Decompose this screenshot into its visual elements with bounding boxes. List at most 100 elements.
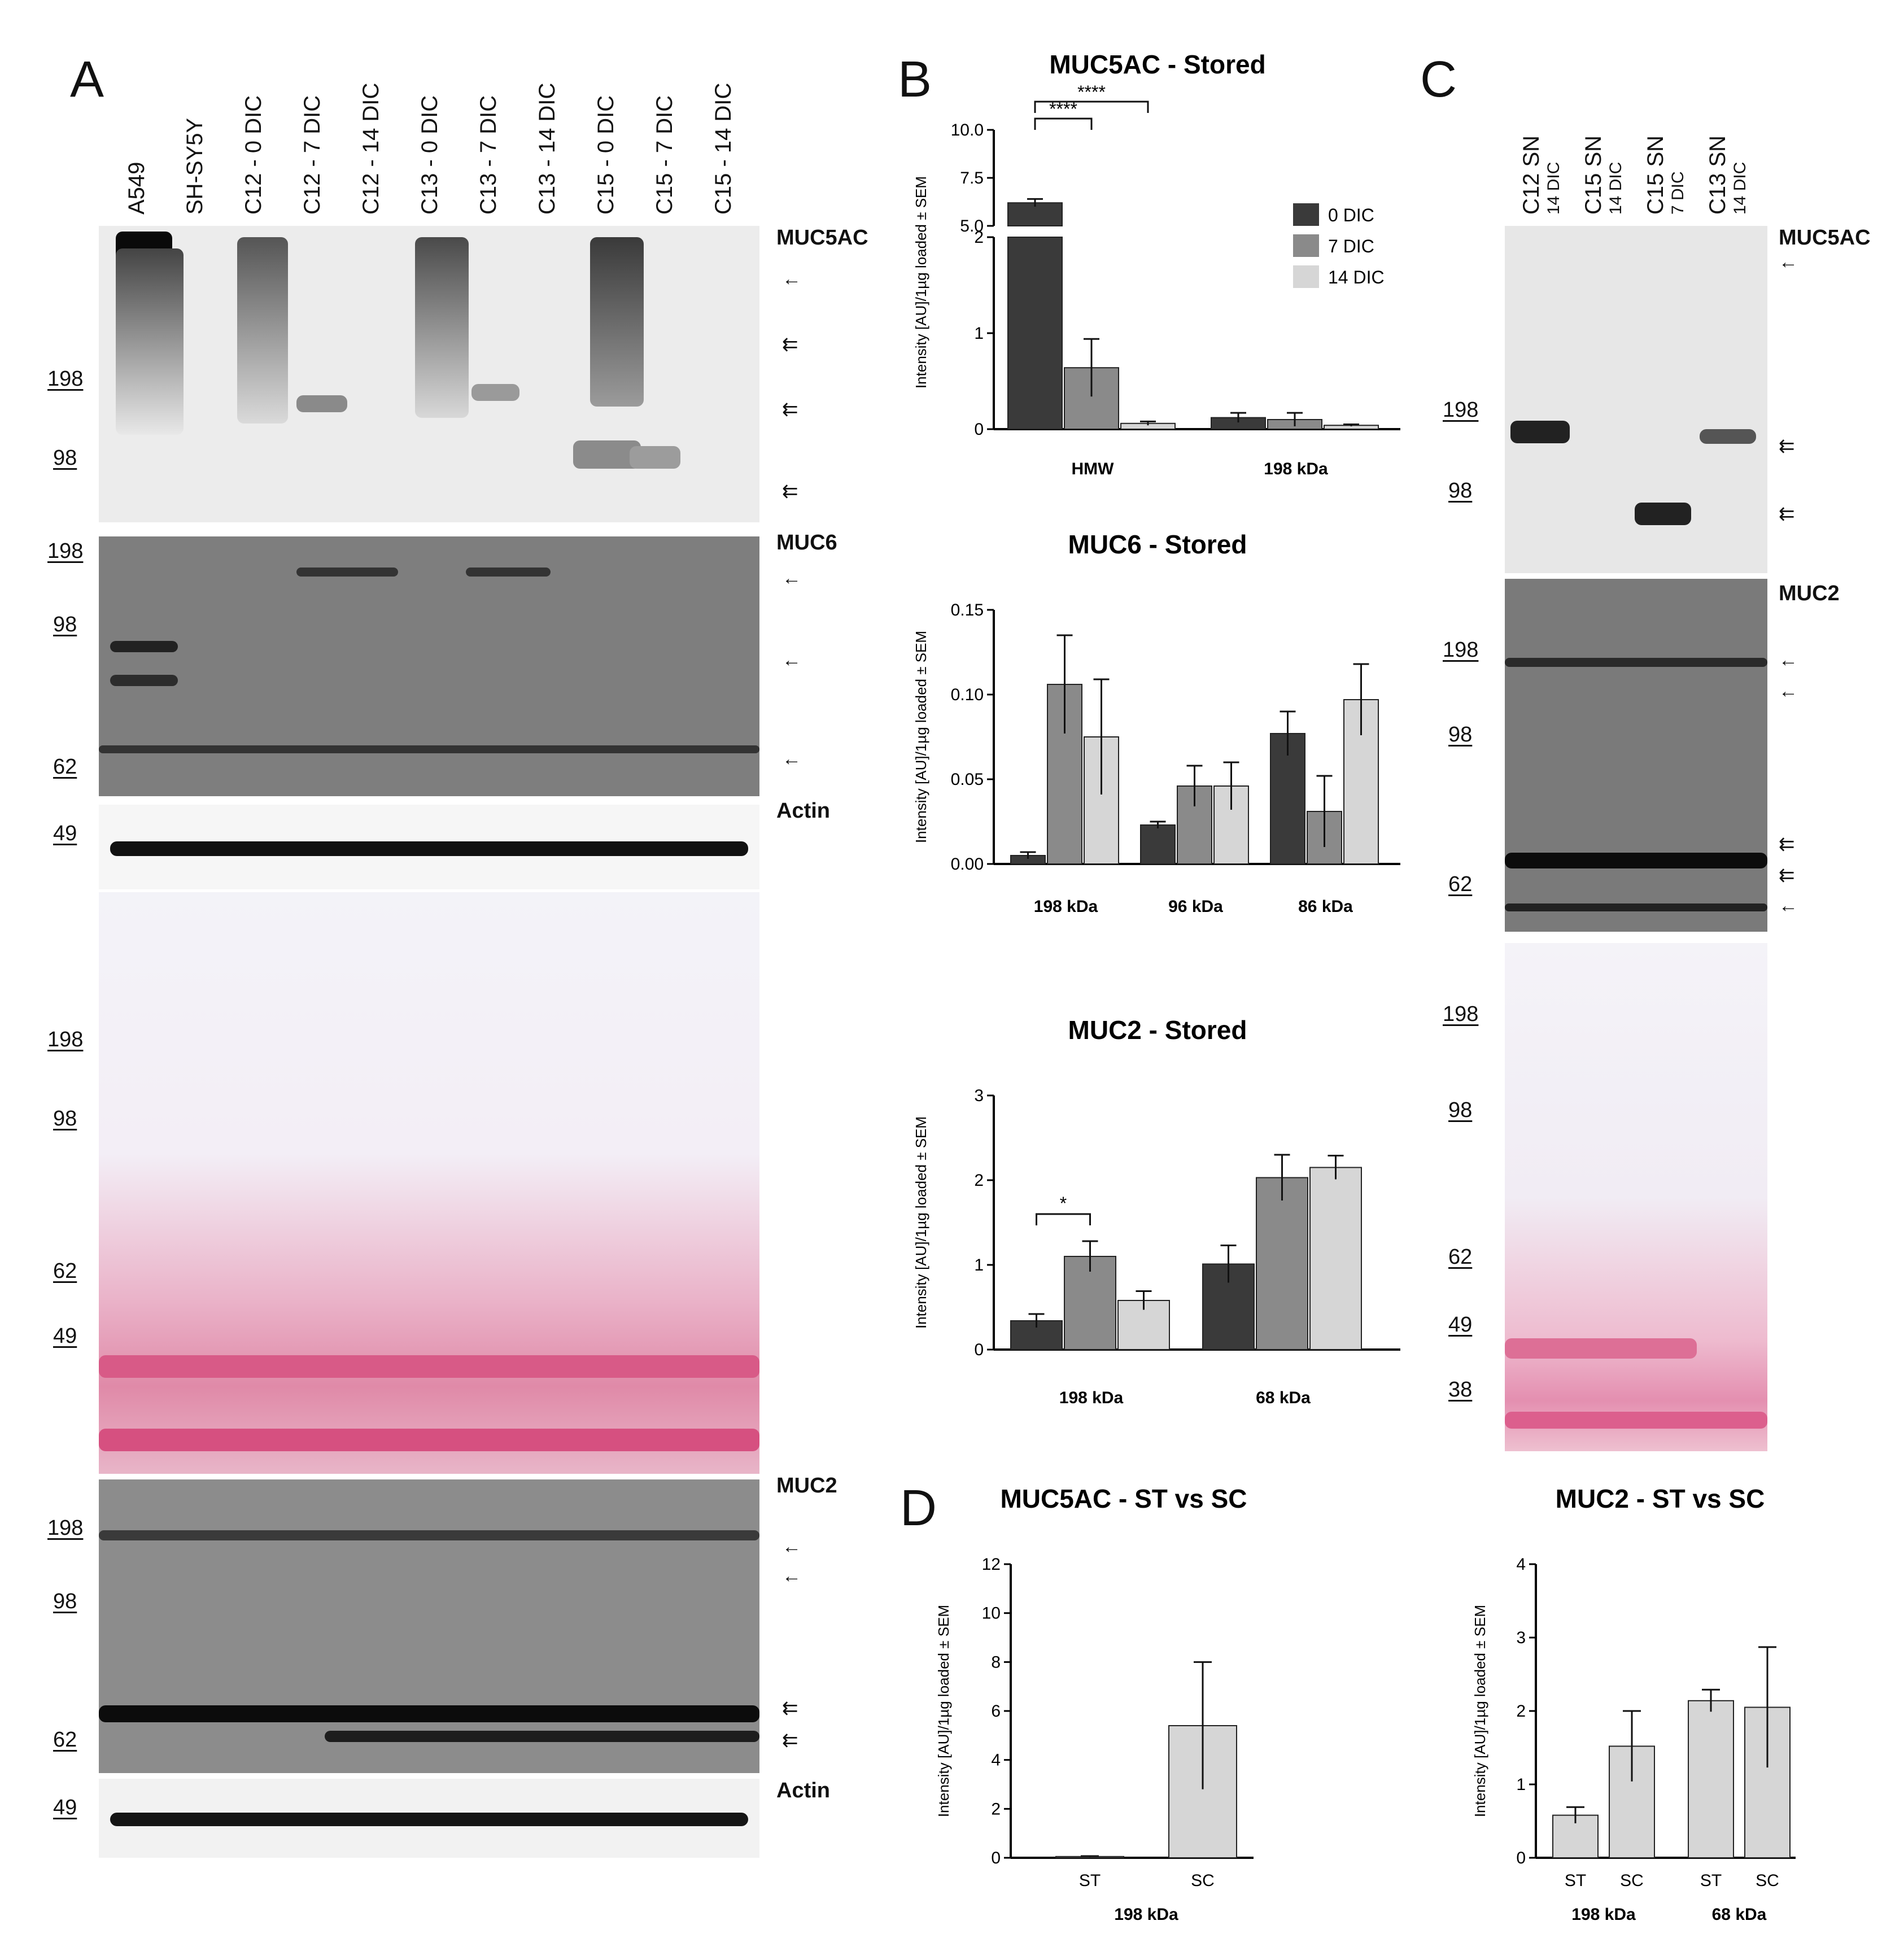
mw-marker: 198 <box>47 1516 84 1540</box>
mw-marker: 98 <box>53 1590 77 1613</box>
band <box>99 1355 759 1378</box>
arrow-icon: ← <box>782 568 801 589</box>
blot-c-ponceau <box>1505 943 1767 1451</box>
blot-c-muc5ac <box>1505 226 1767 573</box>
band <box>325 1731 759 1742</box>
chart-muc5ac-stored: MUC5AC - Stored Intensity [AU]/1µg loaded… <box>912 50 1400 478</box>
x-tick-label: 198 kDa <box>1059 1389 1124 1407</box>
mw-marker: 198 <box>1443 1002 1479 1026</box>
band <box>1505 903 1767 911</box>
y-tick-label: 0.00 <box>951 855 984 874</box>
blot-label-a-muc2: MUC2 <box>776 1474 837 1498</box>
y-tick-label: 10.0 <box>951 121 984 139</box>
band <box>1700 429 1756 444</box>
band <box>471 384 519 401</box>
x-tick-label: ST <box>1079 1871 1101 1890</box>
arrow-icon: ← <box>782 649 801 671</box>
lane-label: C15 - 14 DIC <box>711 82 736 215</box>
x-tick-label: ST <box>1565 1871 1586 1890</box>
y-axis-label: Intensity [AU]/1µg loaded ± SEM <box>1471 1605 1488 1817</box>
y-tick-label: 7.5 <box>960 169 984 187</box>
arrow-icon: ← <box>782 268 801 290</box>
arrow-icon: ← <box>782 1536 801 1557</box>
band <box>99 1429 759 1451</box>
x-group-label: 68 kDa <box>1712 1905 1767 1924</box>
y-tick-label: 2 <box>991 1800 1001 1818</box>
band <box>110 641 178 652</box>
lane-label: C13 - 7 DIC <box>476 95 501 215</box>
mw-marker: 98 <box>53 446 77 470</box>
panel-letter-d: D <box>900 1480 937 1536</box>
lane-label: A549 <box>124 161 149 215</box>
band <box>116 248 184 435</box>
bar <box>1007 202 1063 227</box>
double-arrow-icon: ⇇ <box>782 1730 798 1751</box>
bar <box>1609 1745 1655 1858</box>
arrow-icon: ← <box>1779 895 1798 916</box>
significance-bracket <box>1034 117 1093 130</box>
legend-label: 14 DIC <box>1328 267 1385 287</box>
lane-label: C12 SN <box>1519 135 1544 215</box>
lane-label-sub: 7 DIC <box>1669 171 1687 215</box>
chart-title: MUC2 - ST vs SC <box>1556 1484 1765 1513</box>
band <box>630 446 680 469</box>
mw-marker: 49 <box>1448 1313 1473 1337</box>
mw-marker: 98 <box>1448 1098 1473 1122</box>
y-tick-label: 10 <box>982 1604 1001 1623</box>
x-tick-label: 68 kDa <box>1256 1389 1311 1407</box>
mw-marker: 98 <box>53 613 77 636</box>
chart-muc5ac-st-vs-sc: MUC5AC - ST vs SC Intensity [AU]/1µg load… <box>935 1484 1254 1924</box>
panel-letter-b: B <box>898 51 932 108</box>
chart-muc6-stored: MUC6 - Stored Intensity [AU]/1µg loaded ±… <box>912 530 1400 916</box>
band <box>1505 1412 1767 1429</box>
mw-marker: 38 <box>1448 1378 1473 1402</box>
blot-a-muc6 <box>99 536 759 796</box>
mw-marker: 98 <box>1448 723 1473 747</box>
y-tick-label: 0.05 <box>951 770 984 789</box>
y-tick-label: 0 <box>974 420 984 439</box>
lane-label: C13 - 0 DIC <box>417 95 442 215</box>
chart-title: MUC6 - Stored <box>1068 530 1247 559</box>
lane-label: C12 - 0 DIC <box>241 95 266 215</box>
arrow-icon: ← <box>1779 251 1798 273</box>
mw-marker: 62 <box>1448 872 1473 896</box>
legend-swatch <box>1293 265 1319 288</box>
double-arrow-icon: ⇇ <box>1779 865 1794 886</box>
x-tick-label: ST <box>1700 1871 1722 1890</box>
band <box>99 1705 759 1722</box>
x-tick-label: 198 kDa <box>1264 460 1328 478</box>
chart-title: MUC5AC - ST vs SC <box>1000 1484 1247 1513</box>
double-arrow-icon: ⇇ <box>782 481 798 502</box>
double-arrow-icon: ⇇ <box>1779 503 1794 525</box>
mw-marker: 49 <box>53 822 77 845</box>
band <box>296 395 347 412</box>
blot-a-muc5ac <box>99 226 759 522</box>
lane-label-sub: 14 DIC <box>1606 161 1625 215</box>
band <box>110 841 748 856</box>
chart-title: MUC5AC - Stored <box>1049 50 1265 79</box>
lane-label: C12 - 14 DIC <box>359 82 383 215</box>
x-tick-label: SC <box>1620 1871 1644 1890</box>
double-arrow-icon: ⇇ <box>782 334 798 355</box>
mw-marker: 198 <box>1443 398 1479 422</box>
panel-letter-a: A <box>70 51 104 108</box>
lane-label: C15 SN <box>1643 135 1668 215</box>
blot-label-a-muc5ac: MUC5AC <box>776 226 868 250</box>
lane-label: C13 SN <box>1705 135 1730 215</box>
y-tick-label: 3 <box>1516 1629 1526 1647</box>
x-tick-label: 96 kDa <box>1168 897 1223 916</box>
mw-marker: 49 <box>53 1796 77 1819</box>
mw-marker: 98 <box>53 1107 77 1130</box>
x-tick-label: 198 kDa <box>1034 897 1098 916</box>
y-tick-label: 2 <box>1516 1702 1526 1721</box>
bar <box>1688 1700 1734 1858</box>
band <box>415 237 469 418</box>
bar <box>1309 1167 1362 1350</box>
lane-label: C15 - 7 DIC <box>652 95 677 215</box>
y-tick-label: 0 <box>1516 1849 1526 1867</box>
chart-title: MUC2 - Stored <box>1068 1015 1247 1045</box>
bar <box>1256 1177 1308 1350</box>
lane-label: C15 SN <box>1581 135 1606 215</box>
band <box>1635 503 1691 525</box>
blot-a-muc2 <box>99 1479 759 1773</box>
